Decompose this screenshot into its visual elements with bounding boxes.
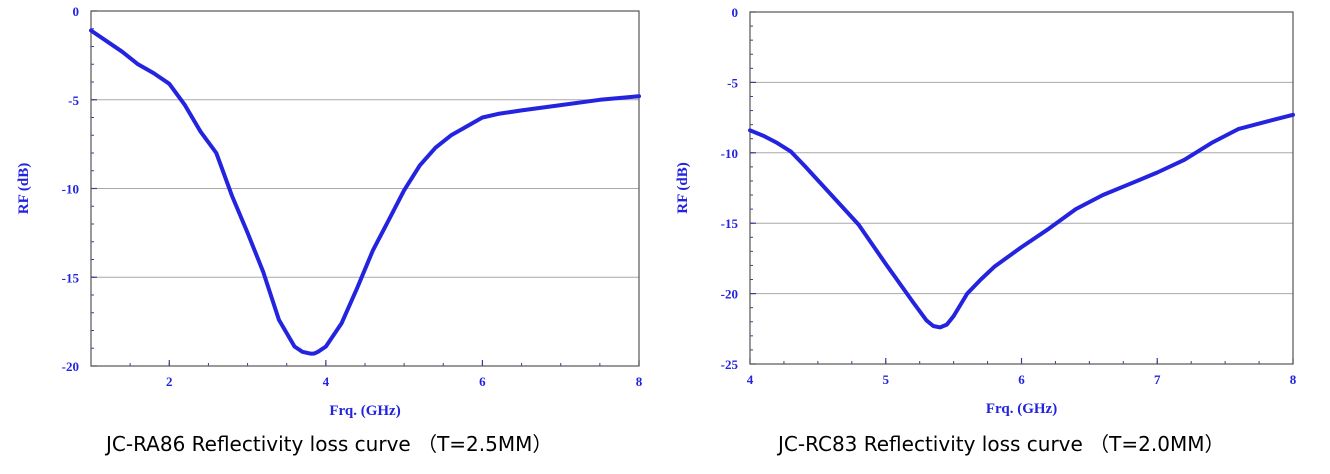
x-tick-label: 4 [747,372,754,387]
chart-caption: JC-RC83 Reflectivity loss curve （T=2.0MM… [776,432,1224,456]
y-tick-label: -20 [721,287,738,302]
y-tick-label: 0 [732,5,739,20]
y-tick-label: -15 [62,270,80,285]
y-tick-label: -5 [68,93,79,108]
plot-frame [90,10,640,367]
x-tick-label: 4 [323,374,330,389]
y-axis-label: RF (dB) [675,162,691,214]
x-tick-label: 6 [1018,372,1025,387]
x-tick-label: 2 [166,374,173,389]
y-tick-label: -20 [62,359,79,374]
y-tick-label: 0 [73,4,80,19]
x-tick-label: 5 [883,372,890,387]
x-tick-label: 8 [1290,372,1297,387]
x-tick-label: 8 [636,374,643,389]
y-tick-label: -10 [721,146,738,161]
x-tick-label: 7 [1154,372,1161,387]
x-axis-label: Frq. (GHz) [329,403,400,419]
y-tick-label: -25 [721,357,739,372]
series-line [748,112,1295,330]
plot-frame [749,11,1294,365]
left-chart: 2 4 6 8 0 -5 -10 -15 -20 Frq. (GHz) RF (dB) JC-RA86… [16,4,643,456]
x-tick-label: 6 [479,374,486,389]
y-axis-label: RF (dB) [16,163,32,215]
series-line [89,28,641,356]
right-chart: 4 5 6 7 8 0 -5 -10 -15 -20 -25 Frq. (GHz) RF (dB) JC-… [675,5,1297,456]
x-axis-label: Frq. (GHz) [986,401,1057,417]
y-tick-label: -10 [62,182,79,197]
y-tick-label: -5 [727,75,738,90]
chart-caption: JC-RA86 Reflectivity loss curve （T=2.5MM… [104,432,552,456]
y-tick-label: -15 [721,216,739,231]
